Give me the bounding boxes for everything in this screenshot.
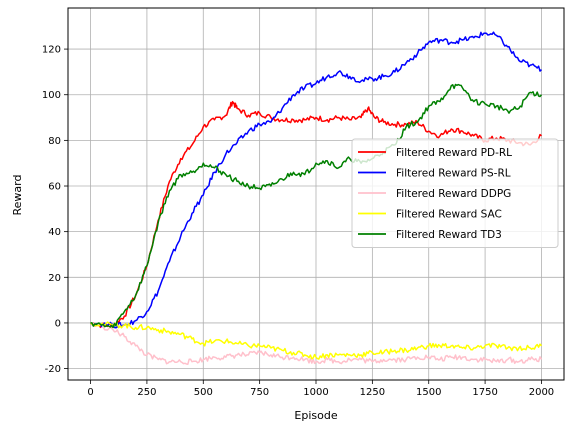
x-tick-label: 500 bbox=[194, 387, 213, 398]
x-axis-label: Episode bbox=[294, 409, 337, 422]
y-tick-label: 120 bbox=[42, 45, 61, 56]
y-tick-label: 60 bbox=[48, 182, 61, 193]
y-tick-label: 40 bbox=[48, 227, 61, 238]
y-tick-label: 80 bbox=[48, 136, 61, 147]
series-line bbox=[90, 322, 543, 366]
legend-label: Filtered Reward PD-RL bbox=[396, 147, 512, 159]
x-tick-label: 1000 bbox=[303, 387, 328, 398]
legend-label: Filtered Reward PS-RL bbox=[396, 168, 511, 180]
y-tick-label: 0 bbox=[55, 318, 61, 329]
axis-ticks: 0 250 500 750 1000 1250 1500 1750 2000 -20 0 20 40 60… bbox=[42, 45, 554, 398]
y-tick-label: -20 bbox=[45, 364, 61, 375]
x-tick-label: 1750 bbox=[472, 387, 497, 398]
legend-label: Filtered Reward DDPG bbox=[396, 188, 511, 200]
y-tick-label: 20 bbox=[48, 273, 61, 284]
y-axis-label: Reward bbox=[11, 175, 24, 216]
legend-label: Filtered Reward SAC bbox=[396, 209, 502, 221]
x-tick-label: 1500 bbox=[416, 387, 441, 398]
series-lines bbox=[89, 31, 543, 366]
legend-box bbox=[351, 138, 559, 248]
series-line bbox=[89, 31, 543, 329]
legend-label: Filtered Reward TD3 bbox=[396, 229, 502, 241]
x-tick-label: 2000 bbox=[529, 387, 554, 398]
series-line bbox=[89, 321, 543, 360]
legend: Filtered Reward PD-RL Filtered Reward PS-… bbox=[351, 138, 559, 248]
y-tick-label: 100 bbox=[42, 90, 61, 101]
x-tick-label: 1250 bbox=[360, 387, 385, 398]
x-tick-label: 750 bbox=[250, 387, 269, 398]
x-tick-label: 0 bbox=[87, 387, 93, 398]
x-tick-label: 250 bbox=[137, 387, 156, 398]
series-line bbox=[90, 83, 543, 329]
series-line bbox=[90, 100, 542, 329]
